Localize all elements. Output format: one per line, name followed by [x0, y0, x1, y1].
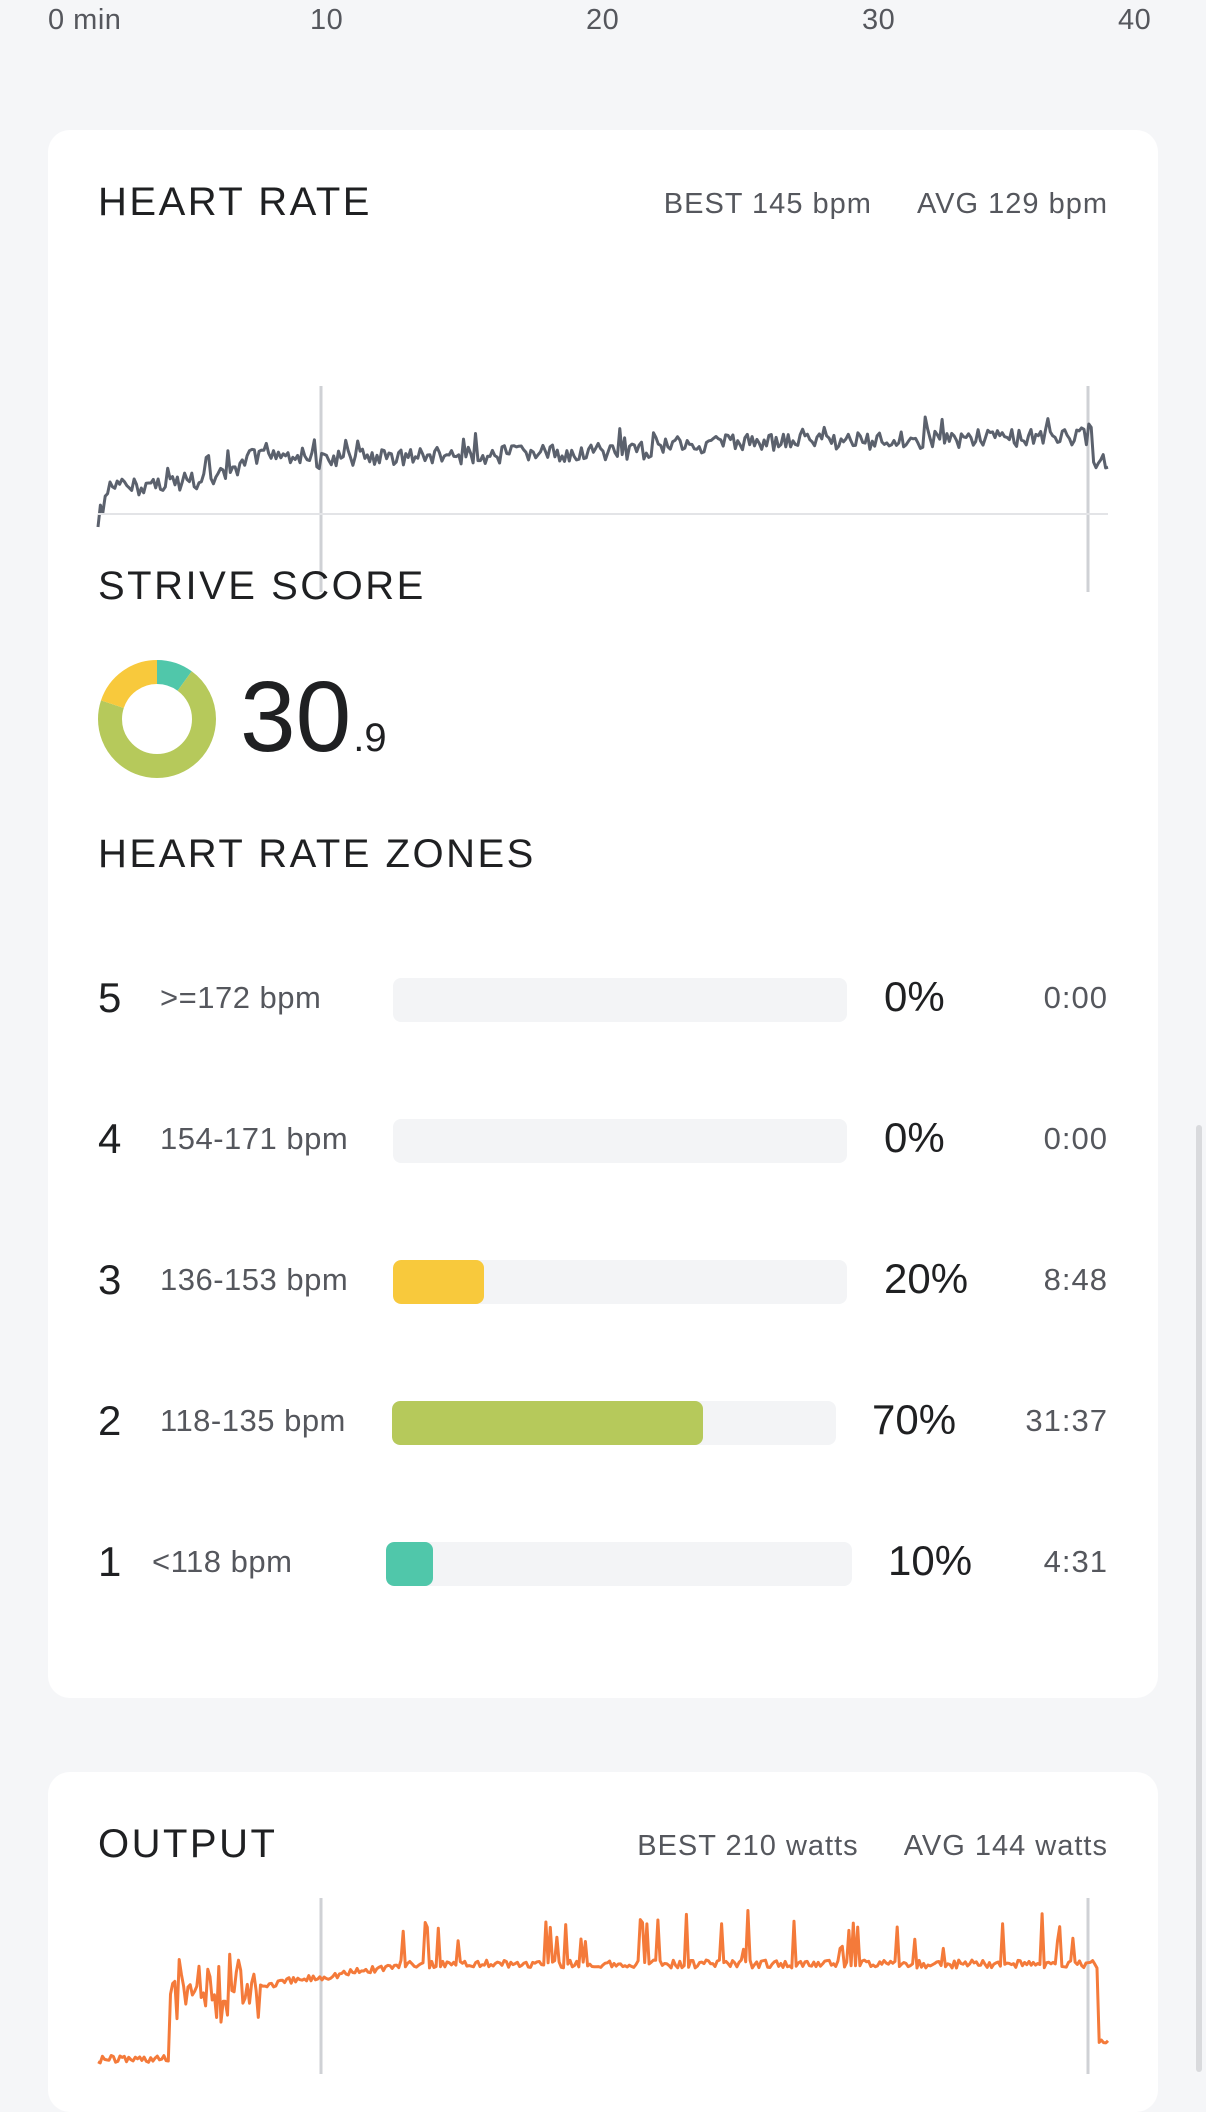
zone-number: 4	[98, 1115, 122, 1162]
zone-time: 4:31	[1043, 1544, 1108, 1579]
heart-rate-card: HEART RATE BEST 145 bpm AVG 129 bpm STRI…	[48, 130, 1158, 1698]
zone-percent: 0%	[884, 973, 945, 1020]
time-axis-label-40: 40	[1118, 4, 1152, 36]
scrollbar[interactable]	[1196, 1125, 1202, 2072]
zone-row-2: 2 118-135 bpm 70% 31:37	[48, 1389, 1158, 1449]
strive-score-title: STRIVE SCORE	[98, 564, 426, 608]
strive-score-donut	[98, 660, 216, 778]
zone-percent: 10%	[888, 1537, 973, 1584]
heart-rate-avg: AVG 129 bpm	[916, 188, 1108, 220]
section-divider	[98, 513, 1108, 515]
zone-bar-track	[393, 978, 847, 1022]
strive-score-decimal: .9	[353, 716, 387, 760]
donut-segment-zone-2	[98, 660, 216, 778]
time-axis-label-20: 20	[586, 4, 620, 36]
strive-score-integer: 30	[240, 661, 352, 773]
heart-rate-title: HEART RATE	[98, 180, 372, 224]
zone-time: 0:00	[1043, 1121, 1108, 1156]
zone-range: <118 bpm	[152, 1544, 293, 1579]
zone-time: 31:37	[1025, 1403, 1108, 1438]
output-title: OUTPUT	[98, 1822, 278, 1866]
zone-time: 8:48	[1043, 1262, 1108, 1297]
output-best: BEST 210 watts	[637, 1830, 859, 1862]
heart-rate-zones-title: HEART RATE ZONES	[98, 832, 536, 876]
zone-bar-fill	[386, 1542, 433, 1586]
zone-range: 118-135 bpm	[160, 1403, 346, 1438]
heart-rate-stats: BEST 145 bpm AVG 129 bpm	[664, 188, 1108, 221]
time-axis-label-10: 10	[310, 4, 344, 36]
zone-range: 154-171 bpm	[160, 1121, 349, 1156]
heart-rate-line	[96, 415, 1109, 528]
time-axis-label-0: 0 min	[48, 4, 122, 36]
zone-range: >=172 bpm	[160, 980, 322, 1015]
zone-number: 3	[98, 1256, 122, 1303]
zone-time: 0:00	[1043, 980, 1108, 1015]
output-stats: BEST 210 watts AVG 144 watts	[637, 1830, 1108, 1863]
zone-bar-fill	[393, 1260, 484, 1304]
zone-bar-track	[393, 1119, 847, 1163]
donut-segment-zone-3	[98, 660, 216, 778]
zone-bar-track	[386, 1542, 852, 1586]
zone-percent: 0%	[884, 1114, 945, 1161]
zone-bar-track	[393, 1260, 847, 1304]
time-axis-label-30: 30	[862, 4, 896, 36]
output-card: OUTPUT BEST 210 watts AVG 144 watts	[48, 1772, 1158, 2112]
zone-number: 5	[98, 974, 122, 1021]
zone-bar-fill	[392, 1401, 703, 1445]
zone-range: 136-153 bpm	[160, 1262, 349, 1297]
zone-bar-track	[392, 1401, 836, 1445]
time-axis: 0 min 10 20 30 40	[0, 0, 1206, 60]
output-avg: AVG 144 watts	[903, 1830, 1108, 1862]
zone-row-1: 1 <118 bpm 10% 4:31	[48, 1530, 1158, 1590]
zone-row-4: 4 154-171 bpm 0% 0:00	[48, 1107, 1158, 1167]
heart-rate-best: BEST 145 bpm	[663, 188, 872, 220]
heart-rate-chart	[96, 386, 1109, 592]
zone-percent: 20%	[884, 1255, 969, 1302]
output-chart	[97, 1898, 1110, 2074]
output-line	[97, 1909, 1110, 2065]
zone-row-5: 5 >=172 bpm 0% 0:00	[48, 966, 1158, 1026]
zone-percent: 70%	[872, 1396, 957, 1443]
strive-score-value: 30.9	[240, 658, 387, 797]
zone-number: 1	[98, 1538, 122, 1585]
zone-row-3: 3 136-153 bpm 20% 8:48	[48, 1248, 1158, 1308]
zone-number: 2	[98, 1397, 122, 1444]
